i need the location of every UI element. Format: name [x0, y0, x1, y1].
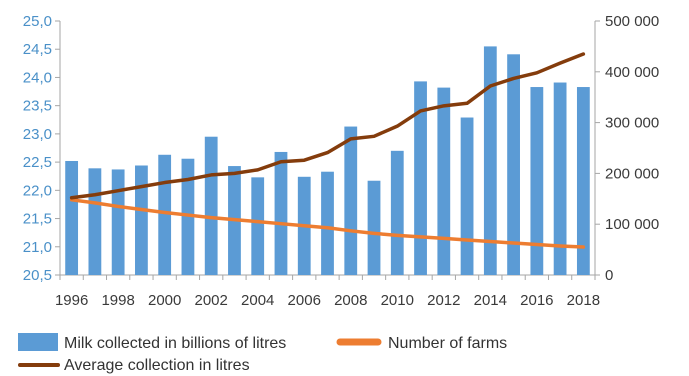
right-tick-label: 100 000: [605, 216, 659, 233]
legend-label-milk: Milk collected in billions of litres: [64, 335, 286, 352]
legend-label-farms: Number of farms: [388, 335, 507, 352]
x-tick-label: 2016: [520, 292, 553, 309]
bar: [414, 81, 427, 275]
bar: [553, 82, 567, 275]
bar: [65, 160, 79, 275]
bar: [181, 158, 195, 275]
x-tick-label: 2004: [241, 292, 274, 309]
bar: [88, 168, 102, 275]
bar: [274, 151, 288, 275]
bar: [158, 154, 172, 275]
bar-series: [65, 46, 590, 276]
bar: [367, 180, 381, 275]
x-tick-label: 2006: [288, 292, 321, 309]
bar: [507, 54, 520, 276]
left-tick-label: 25,0: [23, 13, 52, 30]
bar: [460, 117, 474, 276]
x-tick-label: 2012: [427, 292, 460, 309]
right-tick-label: 400 000: [605, 64, 659, 81]
series-line: [69, 52, 586, 200]
x-tick-label: 2002: [195, 292, 228, 309]
right-tick-label: 300 000: [605, 115, 659, 132]
x-tick-label: 1998: [101, 292, 134, 309]
x-tick-label: 2010: [381, 292, 414, 309]
left-tick-label: 22,0: [23, 182, 52, 199]
left-tick-label: 20,5: [23, 267, 52, 284]
right-tick-label: 0: [605, 267, 613, 284]
right-tick-label: 500 000: [605, 13, 659, 30]
x-axis: 1996 1998 2000 2002 2004 2006 2008 2010 2012 2014…: [55, 274, 600, 309]
bar: [111, 169, 125, 275]
bar: [204, 136, 218, 275]
x-tick-label: 2018: [567, 292, 600, 309]
left-tick-label: 24,5: [23, 41, 52, 58]
bar: [321, 171, 334, 275]
x-tick-label: 2014: [474, 292, 507, 309]
bar: [530, 87, 544, 275]
series-line: [69, 198, 586, 249]
left-tick-label: 23,5: [23, 98, 52, 115]
left-tick-label: 23,0: [23, 126, 52, 143]
legend: Milk collected in billions of litres Numb…: [18, 333, 507, 374]
left-tick-label: 24,0: [23, 69, 52, 86]
left-y-axis: 20,5 21,0 21,5 22,0 22,5 23,0 23,5 24,0 24,5 25,0: [23, 13, 61, 284]
x-tick-label: 2008: [334, 292, 367, 309]
left-tick-label: 21,0: [23, 239, 52, 256]
right-tick-label: 200 000: [605, 165, 659, 182]
bar: [576, 87, 590, 275]
x-tick-label: 2000: [148, 292, 181, 309]
bar: [437, 87, 451, 275]
legend-swatch-milk: [18, 333, 58, 351]
right-y-axis: 0 100 000 200 000 300 000 400 000 500 000: [594, 13, 659, 284]
bar: [483, 46, 497, 276]
left-tick-label: 21,5: [23, 211, 52, 228]
legend-label-average: Average collection in litres: [64, 357, 250, 374]
line-series: [69, 52, 586, 249]
x-tick-label: 1996: [55, 292, 88, 309]
bar: [390, 150, 404, 275]
bar: [251, 177, 265, 275]
left-tick-label: 22,5: [23, 154, 52, 171]
bar: [135, 165, 148, 275]
bar: [344, 126, 358, 275]
